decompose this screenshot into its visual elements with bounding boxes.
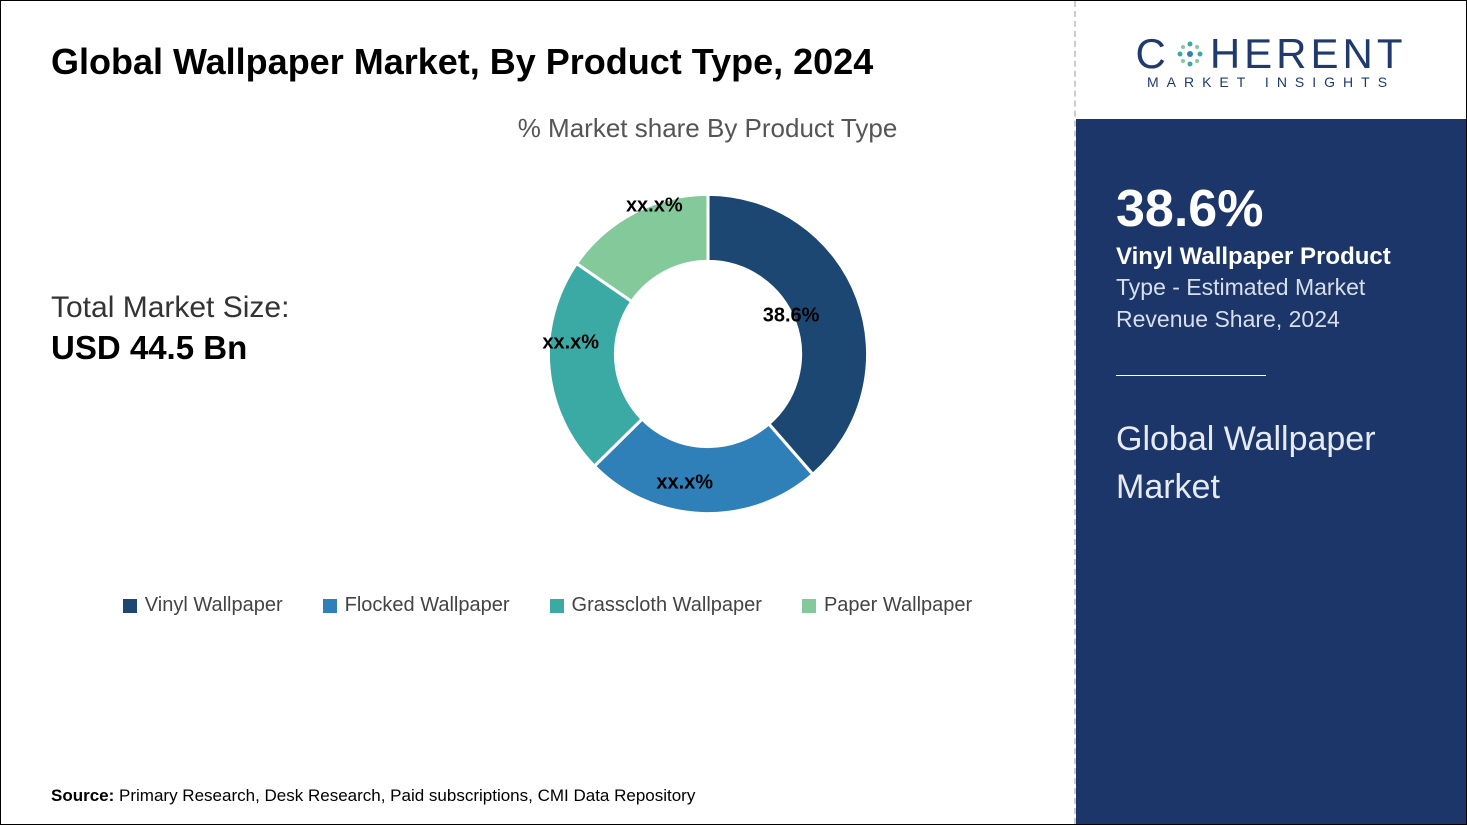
side-panel: C HERENT MARKET INSIGH — [1076, 1, 1466, 824]
logo-pre: C — [1135, 30, 1169, 78]
legend-label: Paper Wallpaper — [824, 594, 972, 617]
legend-label: Flocked Wallpaper — [345, 594, 510, 617]
logo-subtitle: MARKET INSIGHTS — [1147, 74, 1395, 90]
legend: Vinyl Wallpaper Flocked Wallpaper Grassclo… — [51, 594, 1044, 617]
logo-word: C HERENT — [1135, 30, 1406, 78]
chart-subtitle: % Market share By Product Type — [371, 113, 1044, 144]
chart-area: Total Market Size: USD 44.5 Bn % Market … — [51, 113, 1044, 544]
legend-swatch — [550, 599, 564, 613]
source-text: Primary Research, Desk Research, Paid su… — [119, 786, 695, 805]
legend-label: Grasscloth Wallpaper — [572, 594, 762, 617]
logo: C HERENT MARKET INSIGH — [1135, 30, 1406, 90]
market-size-label: Total Market Size: — [51, 291, 371, 325]
market-size-block: Total Market Size: USD 44.5 Bn — [51, 291, 371, 367]
donut-slice — [708, 194, 868, 474]
donut-chart: 38.6%xx.x%xx.x%xx.x% — [518, 164, 898, 544]
globe-icon — [1172, 36, 1208, 72]
highlight-percent: 38.6% — [1116, 179, 1426, 239]
logo-block: C HERENT MARKET INSIGH — [1076, 1, 1466, 119]
highlight-line2: Type - Estimated Market Revenue Share, 2… — [1116, 271, 1426, 335]
logo-post: HERENT — [1210, 30, 1407, 78]
legend-swatch — [123, 599, 137, 613]
market-name: Global Wallpaper Market — [1116, 416, 1426, 511]
page-title: Global Wallpaper Market, By Product Type… — [51, 41, 1044, 83]
market-size-value: USD 44.5 Bn — [51, 329, 371, 367]
legend-item: Flocked Wallpaper — [323, 594, 510, 617]
legend-label: Vinyl Wallpaper — [145, 594, 283, 617]
source-label: Source: — [51, 786, 114, 805]
legend-item: Grasscloth Wallpaper — [550, 594, 762, 617]
highlight-box: 38.6% Vinyl Wallpaper Product Type - Est… — [1076, 119, 1466, 824]
divider — [1116, 375, 1266, 376]
chart-block: % Market share By Product Type 38.6%xx.x… — [371, 113, 1044, 544]
source-line: Source: Primary Research, Desk Research,… — [51, 786, 695, 806]
legend-swatch — [802, 599, 816, 613]
highlight-line1: Vinyl Wallpaper Product — [1116, 243, 1426, 271]
legend-item: Vinyl Wallpaper — [123, 594, 283, 617]
legend-item: Paper Wallpaper — [802, 594, 972, 617]
legend-swatch — [323, 599, 337, 613]
main-panel: Global Wallpaper Market, By Product Type… — [1, 1, 1076, 824]
